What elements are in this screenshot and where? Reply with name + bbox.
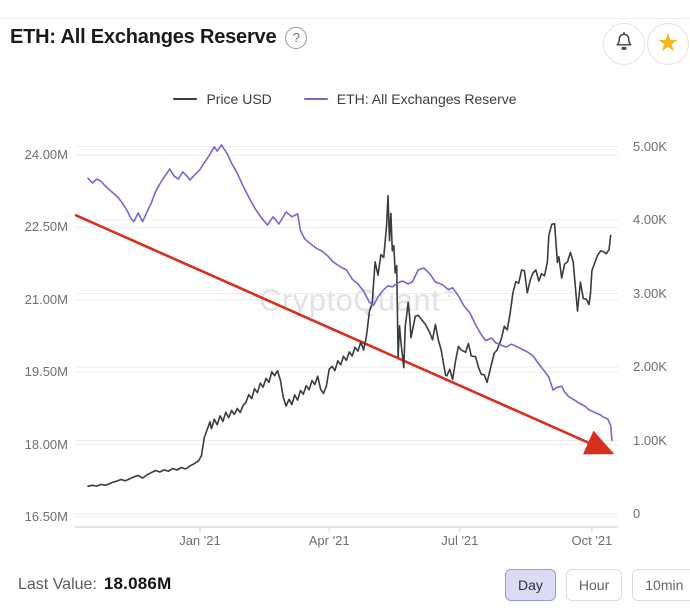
help-icon[interactable]: ? [285,26,308,49]
right-axis-tick: 3.00K [633,285,667,301]
interval-hour-button[interactable]: Hour [565,569,623,601]
right-axis-tick: 5.00K [633,138,667,154]
price-swatch [173,97,198,101]
right-axis-tick: 4.00K [633,212,667,227]
reserve-swatch [303,97,328,101]
left-axis-tick: 24.00M [24,147,68,162]
price-line [87,194,612,488]
last-value-label: Last Value: [18,576,97,593]
interval-day-button[interactable]: Day [505,569,556,601]
last-value: 18.086M [103,574,172,593]
chart-legend: Price USD ETH: All Exchanges Reserve [0,91,690,107]
last-value-row: Last Value: 18.086M [18,574,171,594]
right-axis-tick: 2.00K [633,359,667,374]
right-axis-tick: 1.00K [633,432,667,448]
reserve-line [87,144,613,442]
interval-selector: Day Hour 10min [505,569,690,601]
page-title: ETH: All Exchanges Reserve [10,26,277,48]
top-divider [0,18,690,19]
bell-icon [613,30,635,59]
star-icon: ★ [656,28,680,57]
favorite-button[interactable]: ★ [647,23,689,65]
x-axis-tick: Jul '21 [441,533,479,548]
interval-10min-button[interactable]: 10min [632,569,690,601]
x-axis-tick: Apr '21 [308,533,350,548]
legend-item-reserve[interactable]: ETH: All Exchanges Reserve [303,91,517,107]
header: ETH: All Exchanges Reserve ? [10,26,308,49]
left-axis-tick: 21.00M [24,291,68,307]
left-axis-tick: 16.50M [24,509,68,525]
x-axis-tick: Oct '21 [571,533,613,548]
left-axis-tick: 19.50M [24,364,68,380]
legend-item-price[interactable]: Price USD [173,91,272,107]
right-axis-tick: 0 [633,506,641,521]
price-legend-label: Price USD [206,91,272,107]
reserve-legend-label: ETH: All Exchanges Reserve [336,91,517,107]
left-axis-tick: 18.00M [24,436,68,452]
trend-arrow [74,213,615,455]
alert-button[interactable] [603,23,645,65]
x-axis-tick: Jan '21 [179,533,221,548]
left-axis-tick: 22.50M [24,219,68,235]
